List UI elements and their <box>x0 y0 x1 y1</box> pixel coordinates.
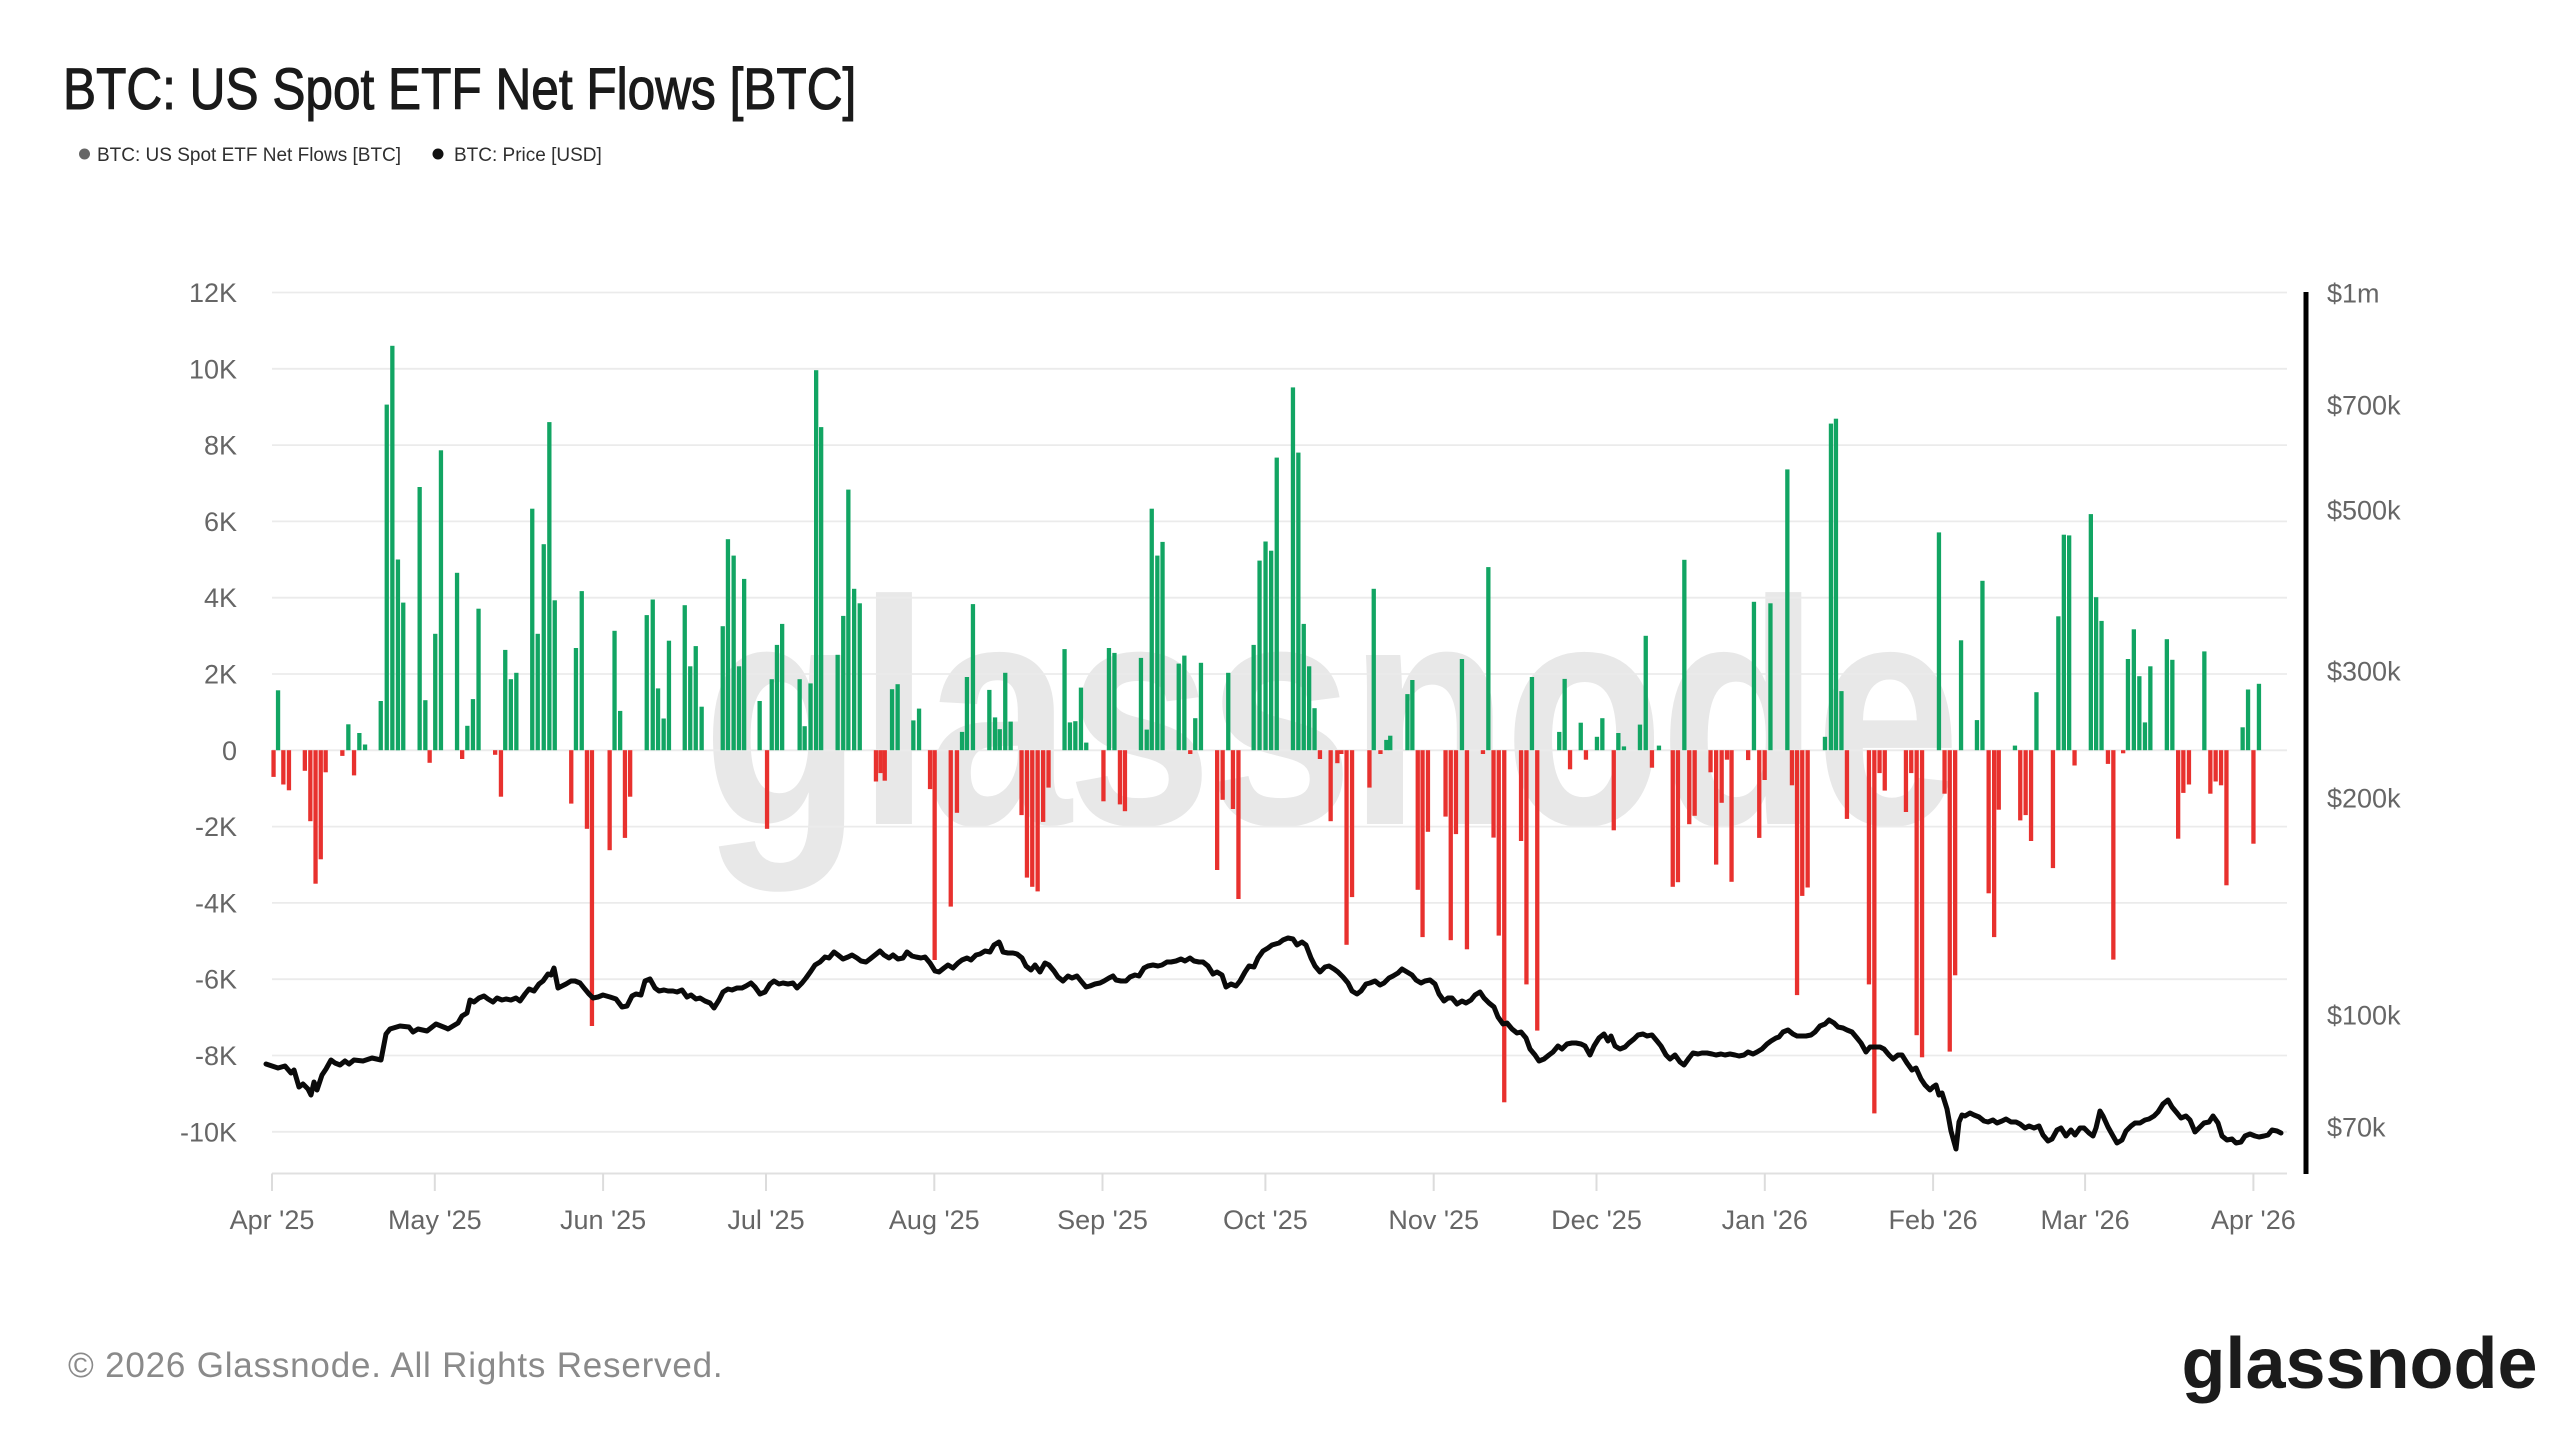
svg-text:Feb '26: Feb '26 <box>1888 1205 1977 1235</box>
svg-text:-4K: -4K <box>195 888 237 918</box>
svg-text:Jun '25: Jun '25 <box>560 1205 646 1235</box>
svg-text:Apr '26: Apr '26 <box>2211 1205 2296 1235</box>
svg-text:-10K: -10K <box>180 1117 237 1147</box>
svg-text:Apr '25: Apr '25 <box>230 1205 315 1235</box>
svg-text:$70k: $70k <box>2327 1112 2386 1142</box>
svg-text:12K: 12K <box>189 278 237 308</box>
svg-text:glassnode: glassnode <box>2181 1324 2537 1404</box>
svg-text:0: 0 <box>222 736 237 766</box>
svg-text:$700k: $700k <box>2327 390 2401 420</box>
svg-text:May '25: May '25 <box>388 1205 482 1235</box>
svg-text:$1m: $1m <box>2327 279 2380 309</box>
svg-text:-6K: -6K <box>195 965 237 995</box>
svg-text:$500k: $500k <box>2327 496 2401 526</box>
svg-text:$100k: $100k <box>2327 1001 2401 1031</box>
svg-text:-2K: -2K <box>195 812 237 842</box>
svg-text:-8K: -8K <box>195 1041 237 1071</box>
svg-text:BTC: US Spot ETF Net Flows [BT: BTC: US Spot ETF Net Flows [BTC] <box>97 145 401 166</box>
svg-text:Oct '25: Oct '25 <box>1223 1205 1308 1235</box>
svg-text:8K: 8K <box>204 431 237 461</box>
svg-text:BTC: US Spot ETF Net Flows [BT: BTC: US Spot ETF Net Flows [BTC] <box>63 57 856 121</box>
svg-text:$200k: $200k <box>2327 783 2401 813</box>
svg-text:© 2026 Glassnode. All Rights R: © 2026 Glassnode. All Rights Reserved. <box>68 1346 723 1385</box>
svg-text:Sep '25: Sep '25 <box>1057 1205 1148 1235</box>
svg-text:$300k: $300k <box>2327 656 2401 686</box>
svg-text:Jul '25: Jul '25 <box>727 1205 804 1235</box>
svg-text:2K: 2K <box>204 660 237 690</box>
svg-text:4K: 4K <box>204 583 237 613</box>
svg-text:Jan '26: Jan '26 <box>1722 1205 1808 1235</box>
svg-text:Nov '25: Nov '25 <box>1388 1205 1479 1235</box>
svg-text:Aug '25: Aug '25 <box>889 1205 980 1235</box>
svg-text:Mar '26: Mar '26 <box>2041 1205 2130 1235</box>
svg-text:BTC: Price [USD]: BTC: Price [USD] <box>454 145 602 166</box>
svg-text:Dec '25: Dec '25 <box>1551 1205 1642 1235</box>
svg-text:glassnode: glassnode <box>702 535 1956 894</box>
svg-text:6K: 6K <box>204 507 237 537</box>
svg-text:10K: 10K <box>189 354 237 384</box>
